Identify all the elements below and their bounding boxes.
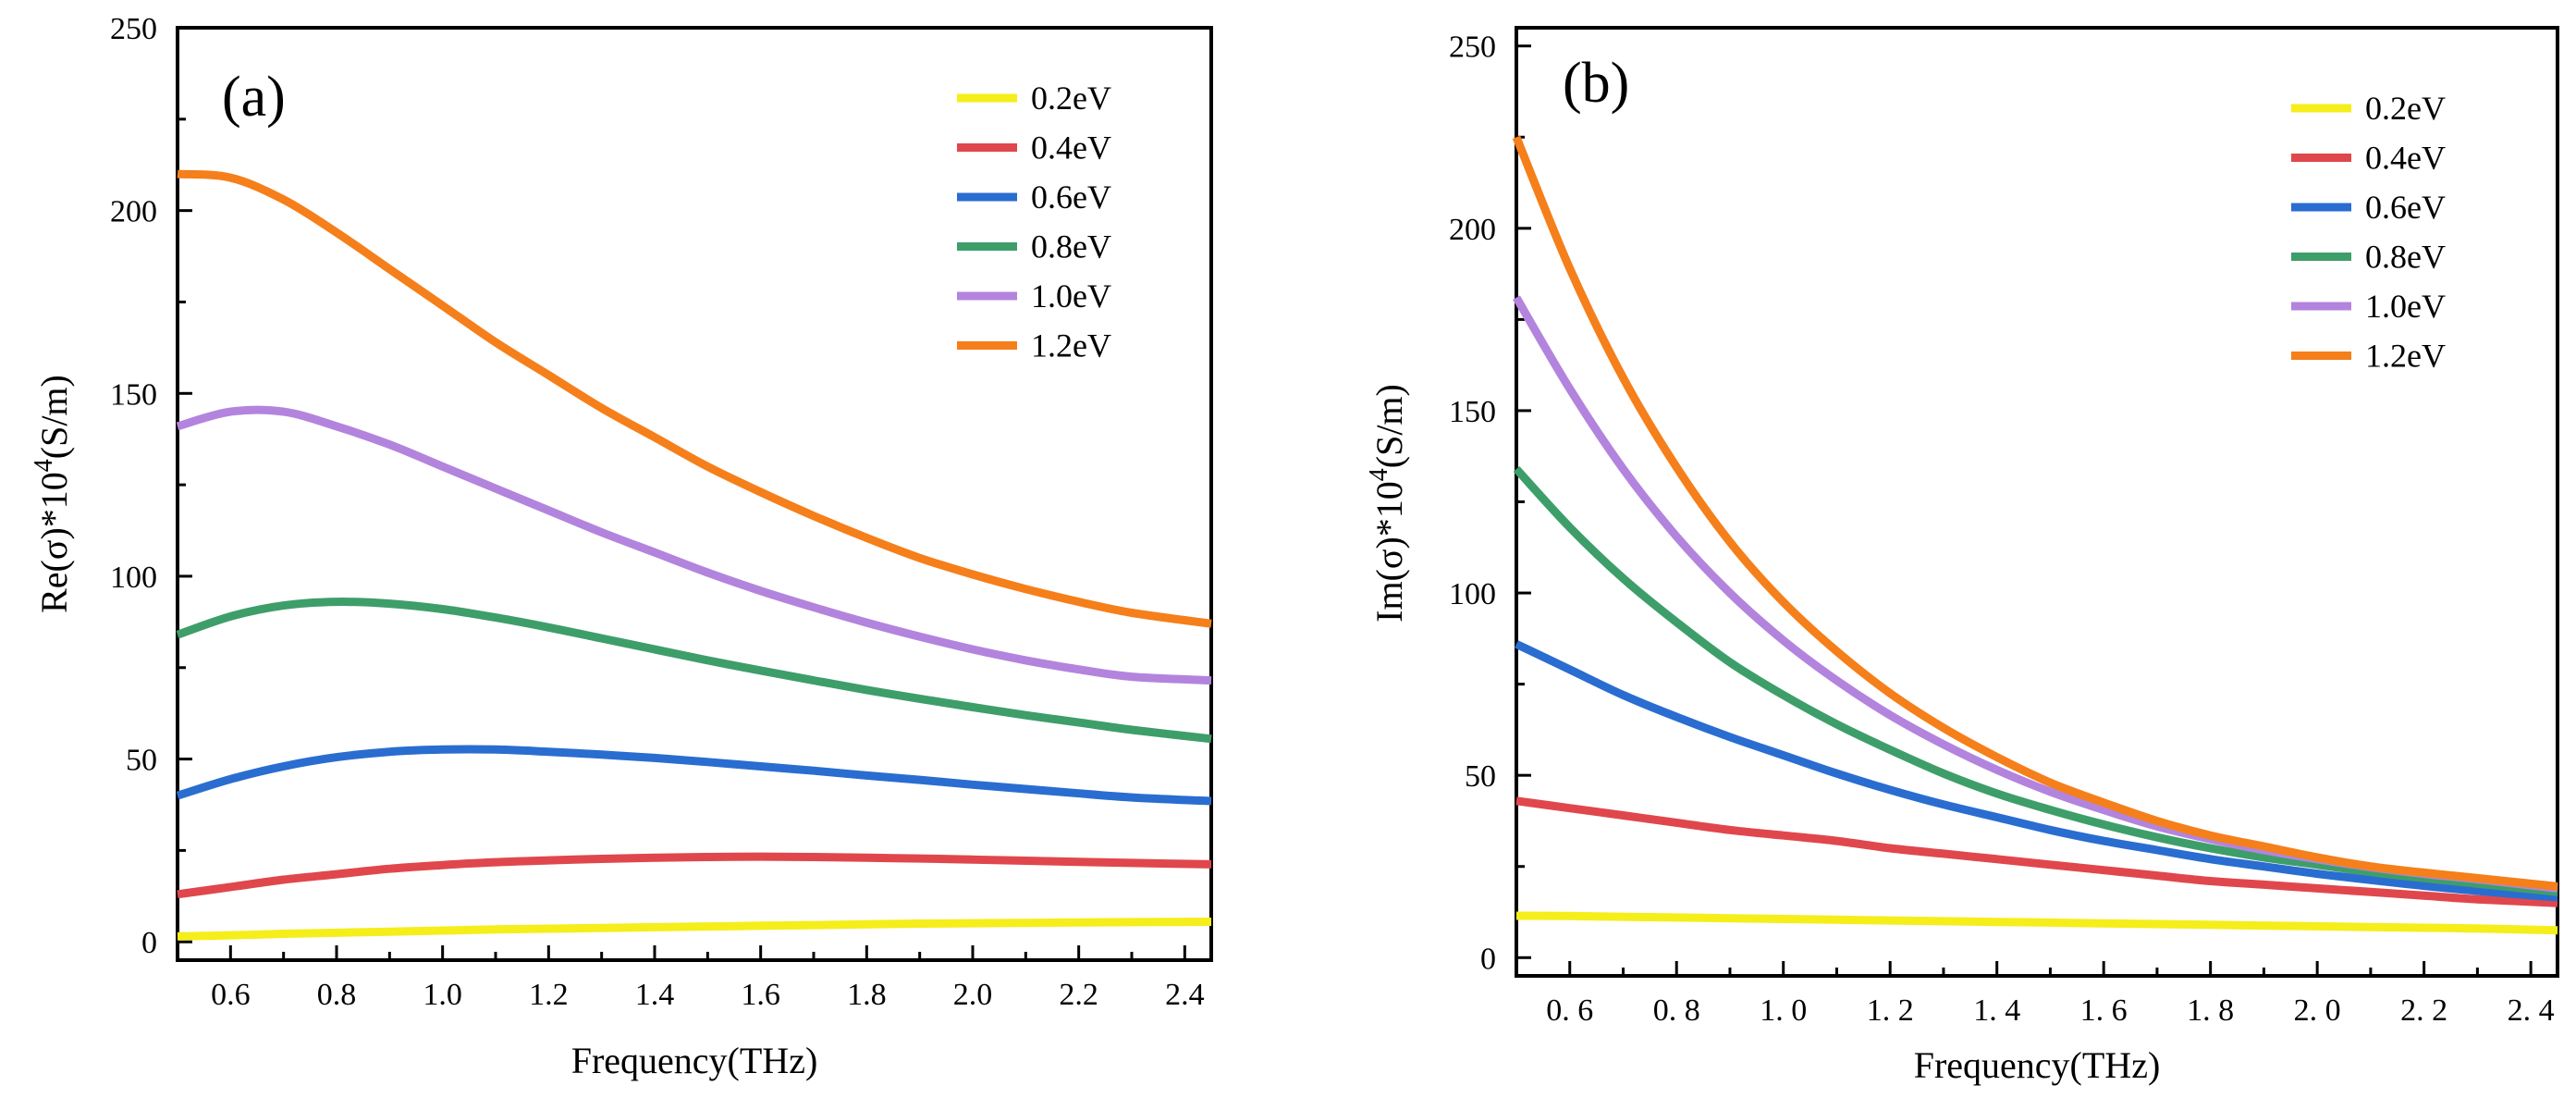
panel-a-ticks [178,26,1186,960]
panel-a-legend-label: 1.2eV [1031,327,1111,364]
panel-a-series-0.6eV [176,745,1212,806]
panel-a-x-axis-title: Frequency(THz) [571,1040,818,1081]
panel-b-y-tick-label: 250 [1449,31,1496,65]
panel-b: 0. 6 0. 8 1. 0 1. 2 1. 4 1. 6 1. 8 2. 0 2. 2 2. 4… [1365,26,2559,1086]
panel-b-x-tick-label: 1. 2 [1867,993,1914,1028]
panel-a-tick-labels: 0.6 0.8 1.0 1.2 1.4 1.6 1.8 2.0 2.2 2.4 0 50 100 150 2… [110,12,1205,1012]
panel-b-legend-label: 0.6eV [2365,189,2446,226]
panel-a-series-0.2eV [177,918,1212,941]
panel-b-x-tick-label: 2. 4 [2508,993,2555,1028]
panel-b-y-tick-label: 150 [1449,395,1496,429]
panel-b-y-axis-title-exponent: 4 [1365,468,1393,481]
panel-a-y-axis-title-main: Re(σ)*10 [33,472,75,613]
panel-b-x-tick-label: 1. 8 [2187,993,2234,1028]
panel-a-x-tick-label: 1.6 [741,978,780,1012]
panel-a-legend-label: 0.2eV [1031,80,1111,117]
panel-a-x-tick-label: 2.0 [953,978,993,1012]
panel-a-y-tick-label: 150 [110,377,157,412]
panel-a-x-tick-label: 1.2 [529,978,569,1012]
panel-b-series-1.2eV [1512,135,2558,891]
panel-a-series-0.8eV [176,598,1212,744]
panel-a-x-tick-label: 0.6 [211,978,251,1012]
panel-b-y-axis-title-main: Im(σ)*10 [1368,481,1410,623]
panel-a-y-axis-title-unit: (S/m) [33,375,75,459]
panel-a-y-tick-label: 50 [126,744,157,778]
panel-b-y-tick-label: 200 [1449,213,1496,247]
panel-b-y-tick-label: 0 [1480,942,1496,976]
panel-a-x-tick-label: 1.4 [635,978,675,1012]
panel-a-y-axis-title: Re(σ)*104(S/m) [30,375,75,613]
panel-b-y-axis-title-unit: (S/m) [1368,384,1410,468]
panel-b-x-tick-label: 0. 8 [1653,993,1700,1028]
panel-b-tick-labels: 0. 6 0. 8 1. 0 1. 2 1. 4 1. 6 1. 8 2. 0 2. 2 2. 4… [1449,31,2555,1028]
panel-a-x-tick-label: 0.8 [317,978,357,1012]
panel-a: 0.6 0.8 1.0 1.2 1.4 1.6 1.8 2.0 2.2 2.4 0 50 100 150 2… [30,12,1213,1081]
panel-a-x-tick-label: 2.2 [1059,978,1098,1012]
panel-a-x-tick-label: 1.0 [423,978,462,1012]
panel-b-series-0.6eV [1515,640,2558,902]
panel-a-series-0.4eV [177,852,1212,899]
panel-b-series-1.0eV [1513,295,2558,893]
panel-a-x-tick-label: 2.4 [1165,978,1205,1012]
panel-b-legend-label: 0.8eV [2365,239,2446,276]
panel-b-series-0.2eV [1515,911,2558,935]
panel-a-frame [176,26,1213,962]
panel-a-series-1.0eV [176,405,1212,685]
panel-a-y-tick-label: 200 [110,195,157,229]
panel-a-series [176,169,1212,941]
panel-b-x-tick-label: 1. 0 [1760,993,1807,1028]
panel-a-legend-label: 1.0eV [1031,278,1111,314]
panel-b-series [1512,135,2558,935]
panel-b-legend-label: 1.0eV [2365,288,2446,325]
panel-a-label: (a) [222,66,286,129]
panel-a-legend-label: 0.8eV [1031,228,1111,265]
panel-a-y-axis-title-exponent: 4 [30,459,58,472]
panel-b-x-tick-label: 1. 6 [2080,993,2128,1028]
panel-b-label: (b) [1563,52,1629,115]
panel-b-x-tick-label: 2. 2 [2400,993,2447,1028]
panel-a-legend-label: 0.6eV [1031,179,1111,216]
panel-a-legend: 0.2eV 0.4eV 0.6eV 0.8eV 1.0eV 1.2eV [957,80,1111,364]
panel-b-legend-label: 0.2eV [2365,90,2446,127]
panel-b-ticks [1516,44,2533,976]
panel-b-series-0.8eV [1513,465,2558,896]
panel-b-x-axis-title: Frequency(THz) [1914,1044,2161,1086]
panel-b-y-tick-label: 100 [1449,577,1496,611]
panel-b-x-tick-label: 1. 4 [1973,993,2020,1028]
panel-a-legend-label: 0.4eV [1031,130,1111,166]
panel-b-x-tick-label: 0. 6 [1546,993,1593,1028]
panel-b-series-0.4eV [1515,796,2558,907]
panel-b-legend: 0.2eV 0.4eV 0.6eV 0.8eV 1.0eV 1.2eV [2291,90,2446,375]
panel-b-y-axis-title: Im(σ)*104(S/m) [1365,384,1410,623]
panel-b-legend-label: 0.4eV [2365,140,2446,177]
panel-b-y-tick-label: 50 [1465,759,1496,794]
panel-a-y-tick-label: 100 [110,561,157,595]
panel-b-x-tick-label: 2. 0 [2294,993,2341,1028]
panel-a-y-tick-label: 250 [110,12,157,46]
panel-b-legend-label: 1.2eV [2365,338,2446,375]
panel-a-y-tick-label: 0 [141,926,157,960]
panel-a-series-1.2eV [177,169,1212,628]
panel-a-x-tick-label: 1.8 [847,978,887,1012]
